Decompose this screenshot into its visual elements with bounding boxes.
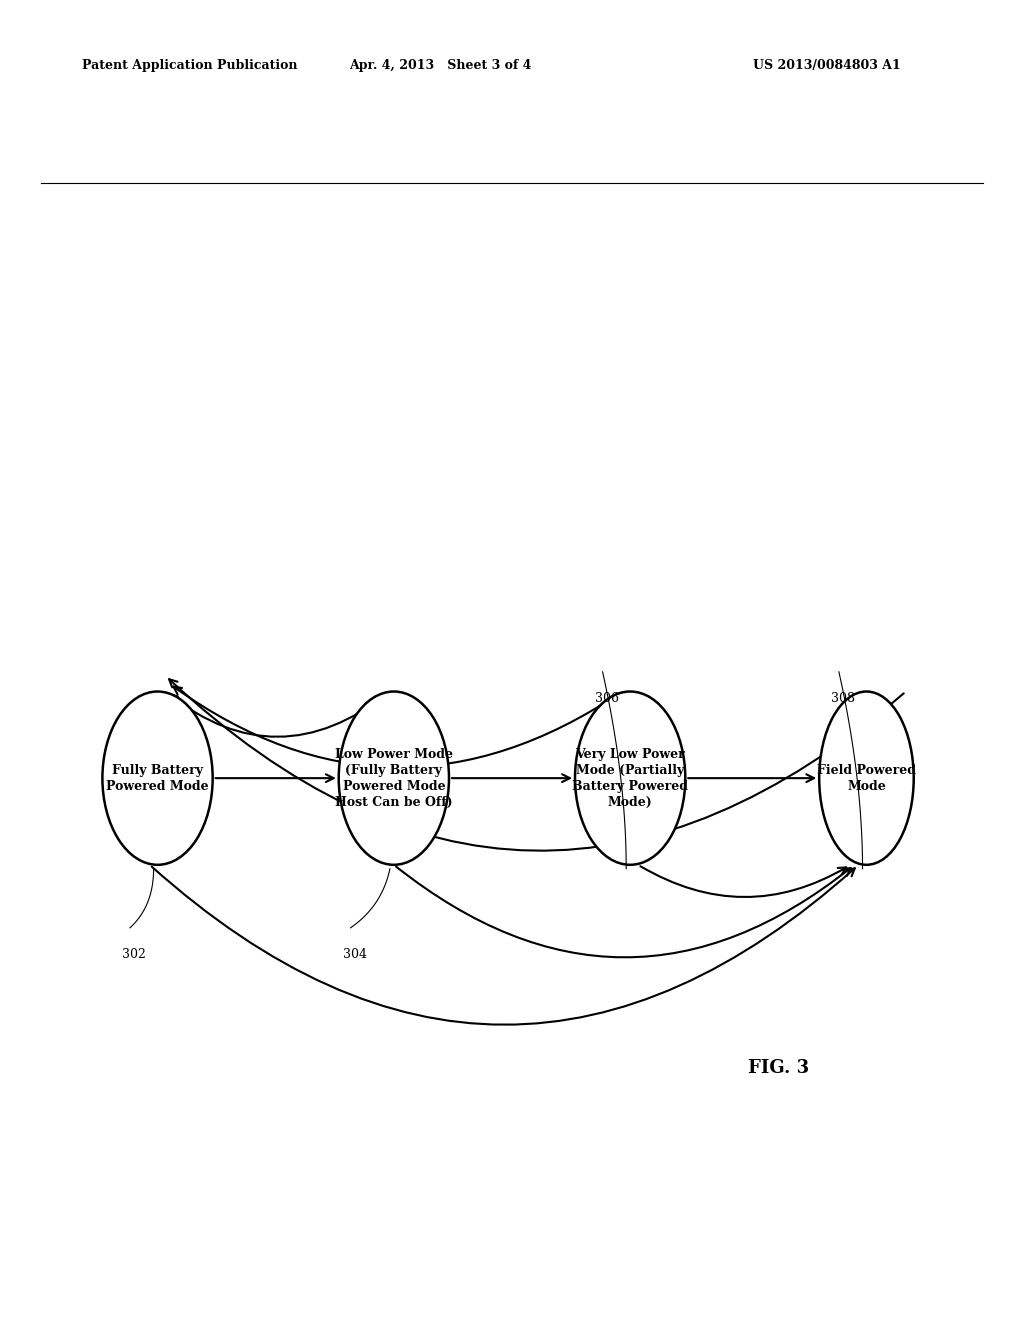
Ellipse shape <box>339 692 449 865</box>
Text: 304: 304 <box>343 948 367 961</box>
Text: Fully Battery
Powered Mode: Fully Battery Powered Mode <box>106 764 209 792</box>
Text: US 2013/0084803 A1: US 2013/0084803 A1 <box>754 59 901 73</box>
Text: Apr. 4, 2013   Sheet 3 of 4: Apr. 4, 2013 Sheet 3 of 4 <box>349 59 531 73</box>
Text: Very Low Power
Mode (Partially
Battery Powered
Mode): Very Low Power Mode (Partially Battery P… <box>572 747 688 809</box>
Text: Patent Application Publication: Patent Application Publication <box>82 59 297 73</box>
Text: 302: 302 <box>122 948 146 961</box>
Text: Field Powered
Mode: Field Powered Mode <box>817 764 915 792</box>
Text: FIG. 3: FIG. 3 <box>749 1060 809 1077</box>
Text: 308: 308 <box>831 692 855 705</box>
Ellipse shape <box>819 692 913 865</box>
Ellipse shape <box>575 692 685 865</box>
Text: 306: 306 <box>595 692 618 705</box>
Text: Low Power Mode
(Fully Battery
Powered Mode
Host Can be Off): Low Power Mode (Fully Battery Powered Mo… <box>335 747 453 809</box>
Ellipse shape <box>102 692 213 865</box>
